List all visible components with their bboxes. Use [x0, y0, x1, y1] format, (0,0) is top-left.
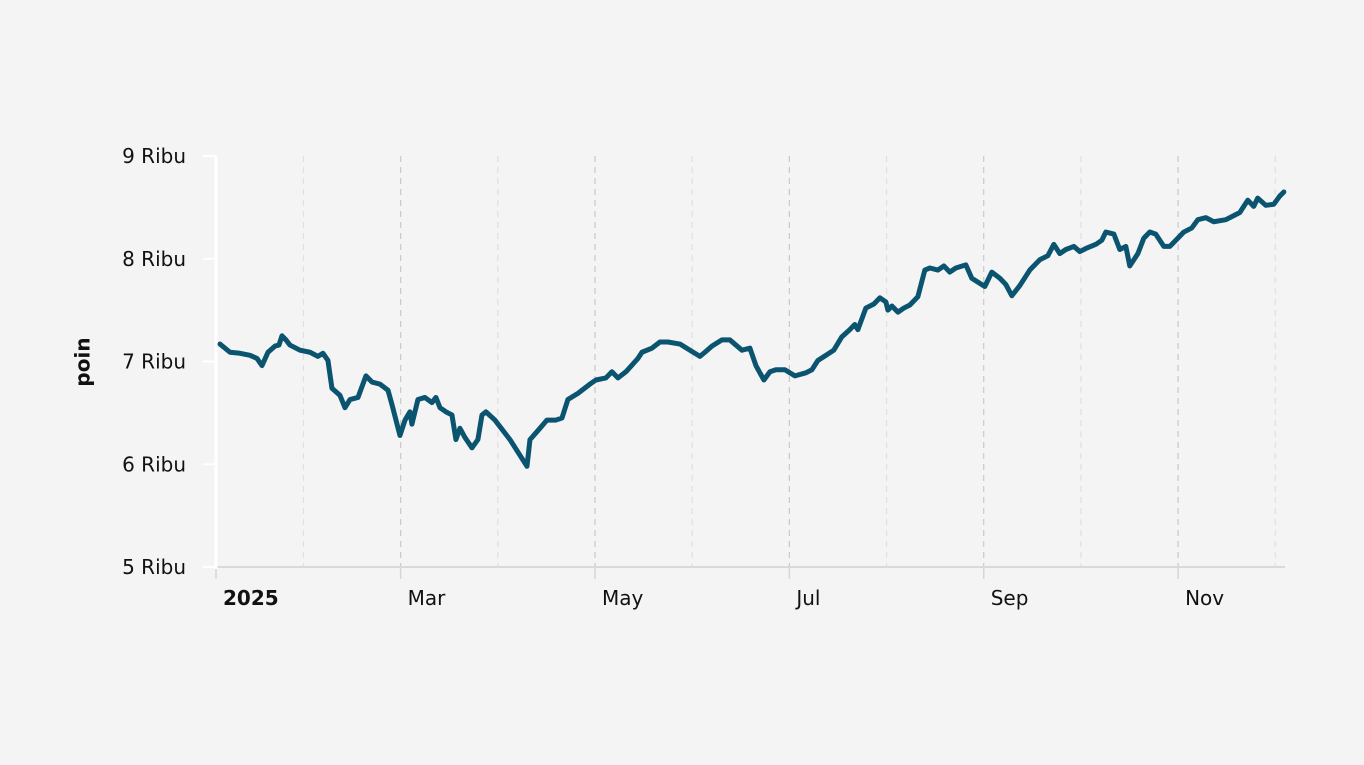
x-tick-label: 2025 [223, 586, 279, 610]
y-tick-label: 7 Ribu [122, 350, 186, 374]
y-tick-label: 5 Ribu [122, 555, 186, 579]
x-tick-label: Sep [991, 586, 1029, 610]
line-series [217, 189, 1287, 469]
x-tick-label: Jul [794, 586, 820, 610]
y-tick-label: 6 Ribu [122, 452, 186, 476]
x-tick-label: Nov [1185, 586, 1224, 610]
y-tick-label: 8 Ribu [122, 247, 186, 271]
y-tick-label: 9 Ribu [122, 144, 186, 168]
x-tick-label: Mar [408, 586, 447, 610]
y-axis-label: poin [71, 337, 95, 386]
x-tick-label: May [602, 586, 644, 610]
